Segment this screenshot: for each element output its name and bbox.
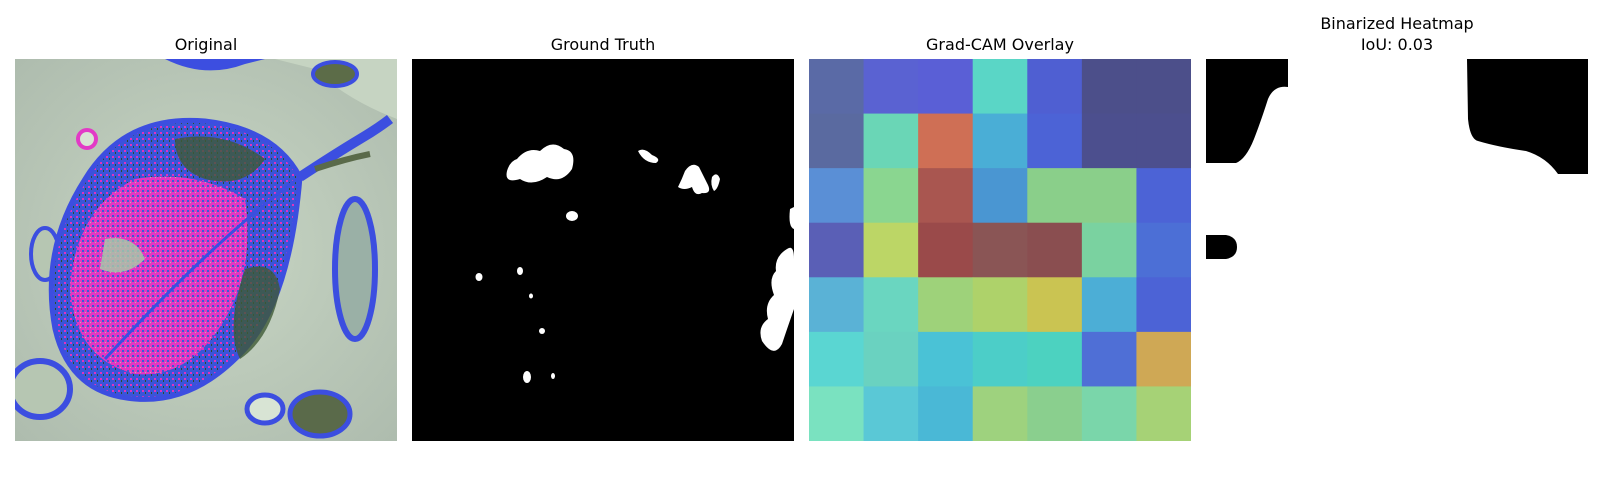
binarized-heatmap-title: Binarized Heatmap IoU: 0.03 bbox=[1320, 14, 1474, 54]
heatmap-cell bbox=[918, 331, 974, 387]
ground-truth-title: Ground Truth bbox=[550, 35, 656, 54]
heatmap-cell bbox=[972, 168, 1028, 224]
heatmap-cell bbox=[918, 277, 974, 333]
heatmap-cell bbox=[972, 222, 1028, 278]
heatmap-cell bbox=[1081, 331, 1137, 387]
heatmap-cell bbox=[1136, 386, 1191, 441]
heatmap-cell bbox=[918, 222, 974, 278]
heatmap-cell bbox=[972, 331, 1028, 387]
original-image bbox=[15, 59, 397, 441]
heatmap-cell bbox=[809, 386, 865, 441]
heatmap-cell bbox=[972, 386, 1028, 441]
heatmap-cell bbox=[863, 222, 919, 278]
heatmap-cell bbox=[1027, 386, 1083, 441]
heatmap-cell bbox=[809, 168, 865, 224]
heatmap-cell bbox=[809, 59, 865, 115]
heatmap-cell bbox=[918, 386, 974, 441]
heatmap-cell bbox=[809, 222, 865, 278]
heatmap-cell bbox=[863, 331, 919, 387]
heatmap-cell bbox=[809, 113, 865, 169]
original-title: Original bbox=[174, 35, 238, 54]
heatmap-cell bbox=[863, 113, 919, 169]
heatmap-cell bbox=[863, 277, 919, 333]
heatmap-cell bbox=[1027, 277, 1083, 333]
heatmap-cell bbox=[1136, 59, 1191, 115]
heatmap-cell bbox=[809, 277, 865, 333]
heatmap-cell bbox=[863, 59, 919, 115]
heatmap-cell bbox=[918, 168, 974, 224]
heatmap-cell bbox=[972, 277, 1028, 333]
heatmap-cell bbox=[1081, 386, 1137, 441]
heatmap-cell bbox=[1081, 222, 1137, 278]
heatmap-cell bbox=[863, 386, 919, 441]
heatmap-cell bbox=[1081, 113, 1137, 169]
heatmap-cell bbox=[1081, 59, 1137, 115]
ground-truth-mask bbox=[412, 59, 794, 441]
heatmap-cell bbox=[1136, 168, 1191, 224]
leaf-image bbox=[15, 59, 397, 441]
heatmap-cell bbox=[1081, 168, 1137, 224]
heatmap-cell bbox=[1027, 168, 1083, 224]
heatmap-cell bbox=[863, 168, 919, 224]
gradcam-heatmap-grid bbox=[809, 59, 1191, 441]
binarized-heatmap bbox=[1206, 59, 1588, 441]
gradcam-overlay bbox=[809, 59, 1191, 441]
heatmap-cell bbox=[1136, 222, 1191, 278]
binarized-mask-image bbox=[1206, 59, 1588, 441]
heatmap-cell bbox=[1027, 222, 1083, 278]
heatmap-cell bbox=[972, 113, 1028, 169]
heatmap-cell bbox=[918, 113, 974, 169]
heatmap-cell bbox=[972, 59, 1028, 115]
heatmap-cell bbox=[1027, 331, 1083, 387]
heatmap-cell bbox=[809, 331, 865, 387]
heatmap-cell bbox=[1081, 277, 1137, 333]
heatmap-cell bbox=[1136, 113, 1191, 169]
heatmap-cell bbox=[1136, 331, 1191, 387]
heatmap-cell bbox=[1136, 277, 1191, 333]
heatmap-cell bbox=[1027, 59, 1083, 115]
gradcam-overlay-title: Grad-CAM Overlay bbox=[926, 35, 1074, 54]
heatmap-cell bbox=[1027, 113, 1083, 169]
mask-image bbox=[412, 59, 794, 441]
heatmap-cell bbox=[918, 59, 974, 115]
